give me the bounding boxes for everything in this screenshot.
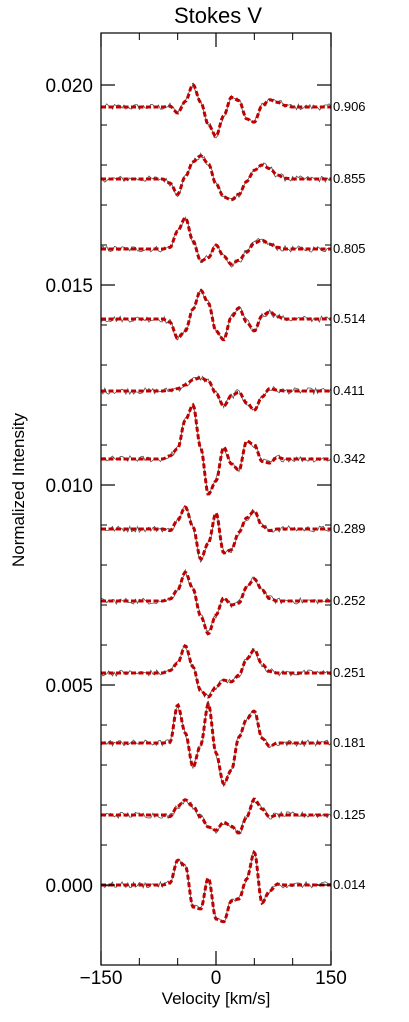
phase-label-0.289: 0.289 [333,521,366,536]
series-0.014 [100,849,331,924]
chart-title: Stokes V [174,3,262,28]
model-line-0.514 [101,288,331,342]
x-axis-label: Velocity [km/s] [162,989,271,1008]
x-tick-label-2: 150 [315,968,347,989]
model-line-0.251 [101,644,331,699]
observed-line-0.252 [100,568,332,632]
model-line-0.014 [101,849,331,924]
series-0.855 [100,152,332,202]
series-layer [100,82,332,924]
y-tick-label-4: 0.020 [45,76,93,97]
model-line-0.805 [101,216,331,266]
x-tick-label-0: −150 [80,968,123,989]
observed-line-0.125 [100,797,332,836]
y-tick-label-2: 0.010 [45,476,93,497]
phase-label-0.906: 0.906 [333,99,366,114]
phase-label-0.342: 0.342 [333,451,366,466]
model-line-0.342 [101,402,331,496]
phase-label-0.252: 0.252 [333,593,366,608]
model-line-0.855 [101,154,331,202]
series-0.181 [100,700,332,788]
series-0.251 [100,644,332,699]
series-0.342 [100,402,332,496]
model-line-0.411 [101,376,331,412]
observed-line-0.411 [100,375,332,411]
phase-label-0.125: 0.125 [333,807,366,822]
series-0.289 [100,505,332,564]
series-0.252 [100,568,332,636]
phase-label-0.805: 0.805 [333,241,366,256]
model-line-0.289 [101,505,331,561]
observed-line-0.855 [100,152,332,201]
y-axis-label: Normalized Intensity [9,413,28,568]
y-tick-label-0: 0.000 [45,876,93,897]
plot-frame [100,32,332,966]
series-0.906 [100,82,332,139]
observed-line-0.014 [100,851,331,923]
phase-label-0.014: 0.014 [333,877,366,892]
series-0.514 [100,288,332,342]
model-line-0.125 [101,797,331,835]
x-tick-label-1: 0 [211,968,222,989]
y-axis: 0.000 0.005 0.010 0.015 0.020 [45,76,331,897]
series-0.411 [100,375,332,412]
axes-layer [100,32,332,966]
phase-labels: 0.906 0.855 0.805 0.514 0.411 0.342 0.289 0.252… [333,99,366,892]
observed-line-0.805 [100,216,332,268]
phase-label-0.181: 0.181 [333,735,366,750]
series-0.805 [100,216,332,268]
observed-line-0.906 [100,82,332,139]
phase-label-0.251: 0.251 [333,665,366,680]
phase-label-0.514: 0.514 [333,311,366,326]
phase-label-0.411: 0.411 [333,383,365,398]
x-axis: −150 0 150 [80,33,347,989]
y-tick-label-3: 0.015 [45,276,93,297]
series-0.125 [100,797,332,836]
y-tick-label-1: 0.005 [45,676,93,697]
model-line-0.906 [101,82,331,139]
model-line-0.252 [101,570,331,636]
model-line-0.181 [101,701,331,786]
phase-label-0.855: 0.855 [333,171,366,186]
